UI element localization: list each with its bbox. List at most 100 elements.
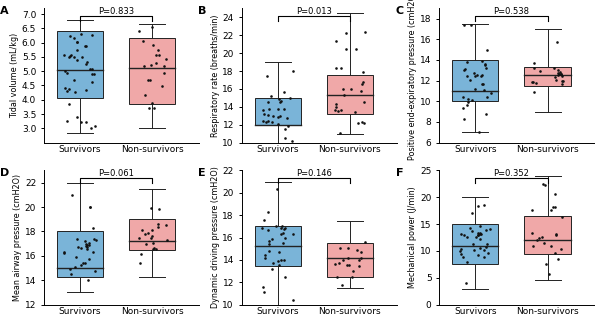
Point (276, 98, 286, 103)
Bar (452, 224, 499, 264)
Point (149, 246, 159, 251)
Point (462, 60, 472, 65)
Bar (57, 232, 103, 277)
Point (82, 59, 92, 64)
Point (149, 105, 159, 110)
Point (287, 139, 297, 144)
Point (74, 245, 83, 250)
Point (482, 47, 492, 52)
Point (280, 135, 290, 140)
Point (467, 97, 477, 102)
Point (481, 61, 490, 66)
Point (336, 66, 346, 71)
Text: P=0.146: P=0.146 (296, 169, 332, 178)
Point (87, 32, 97, 37)
Point (460, 66, 470, 71)
Point (148, 246, 157, 251)
Point (477, 81, 487, 87)
Point (146, 62, 156, 68)
Point (274, 122, 283, 127)
Point (64, 87, 74, 92)
Point (77, 54, 86, 60)
Point (530, 65, 539, 71)
Point (276, 257, 286, 262)
Point (475, 245, 485, 250)
Point (474, 129, 484, 135)
Point (263, 112, 272, 117)
Point (548, 204, 558, 209)
Point (551, 204, 560, 210)
Point (154, 52, 163, 58)
Point (87, 79, 97, 84)
Point (87, 71, 97, 77)
Point (260, 252, 269, 257)
Point (463, 99, 473, 104)
Point (258, 119, 268, 124)
Point (88, 66, 97, 71)
Point (272, 186, 282, 191)
Point (462, 234, 472, 239)
Point (472, 72, 481, 77)
Point (76, 119, 86, 124)
Point (466, 23, 476, 28)
Point (144, 105, 154, 110)
Point (161, 57, 171, 62)
Point (346, 87, 355, 92)
Point (257, 225, 267, 231)
Point (550, 251, 560, 256)
Point (338, 86, 347, 91)
Point (478, 81, 488, 86)
Point (146, 205, 156, 210)
Point (550, 75, 559, 80)
Point (338, 257, 348, 262)
Y-axis label: Tidal volume (mL/kg): Tidal volume (mL/kg) (10, 33, 19, 118)
Point (557, 214, 566, 220)
Point (280, 126, 289, 131)
Point (262, 73, 272, 79)
Point (81, 244, 91, 249)
Point (469, 71, 478, 76)
Point (354, 257, 364, 262)
Point (263, 227, 273, 232)
Point (259, 285, 268, 290)
Point (557, 72, 566, 77)
Point (81, 87, 91, 92)
Point (460, 232, 469, 238)
Point (282, 115, 292, 120)
Point (145, 78, 155, 83)
Point (470, 74, 480, 79)
Point (275, 113, 285, 118)
Point (476, 232, 486, 237)
Point (551, 231, 560, 236)
Point (557, 78, 567, 83)
Point (89, 236, 98, 242)
Point (343, 262, 352, 267)
Point (360, 30, 370, 35)
Point (466, 78, 475, 83)
Point (140, 93, 150, 98)
Point (331, 102, 341, 107)
Point (71, 255, 81, 260)
Point (473, 252, 482, 257)
Point (268, 266, 277, 271)
Point (341, 30, 351, 35)
Point (147, 227, 157, 232)
Point (277, 224, 286, 229)
Point (481, 111, 491, 116)
Point (275, 99, 284, 105)
Point (279, 89, 289, 94)
Point (340, 92, 349, 97)
Point (73, 48, 82, 53)
Point (335, 130, 345, 136)
Point (465, 225, 475, 230)
Point (456, 231, 466, 236)
Y-axis label: Mechanical power (J/min): Mechanical power (J/min) (409, 187, 418, 289)
Point (81, 43, 91, 49)
Point (154, 47, 163, 52)
Point (78, 261, 88, 266)
Y-axis label: Positive end-expiratory pressure (cmH2O): Positive end-expiratory pressure (cmH2O) (409, 0, 418, 160)
Point (557, 73, 566, 79)
Point (76, 246, 86, 251)
Point (330, 108, 340, 113)
Point (330, 262, 340, 267)
